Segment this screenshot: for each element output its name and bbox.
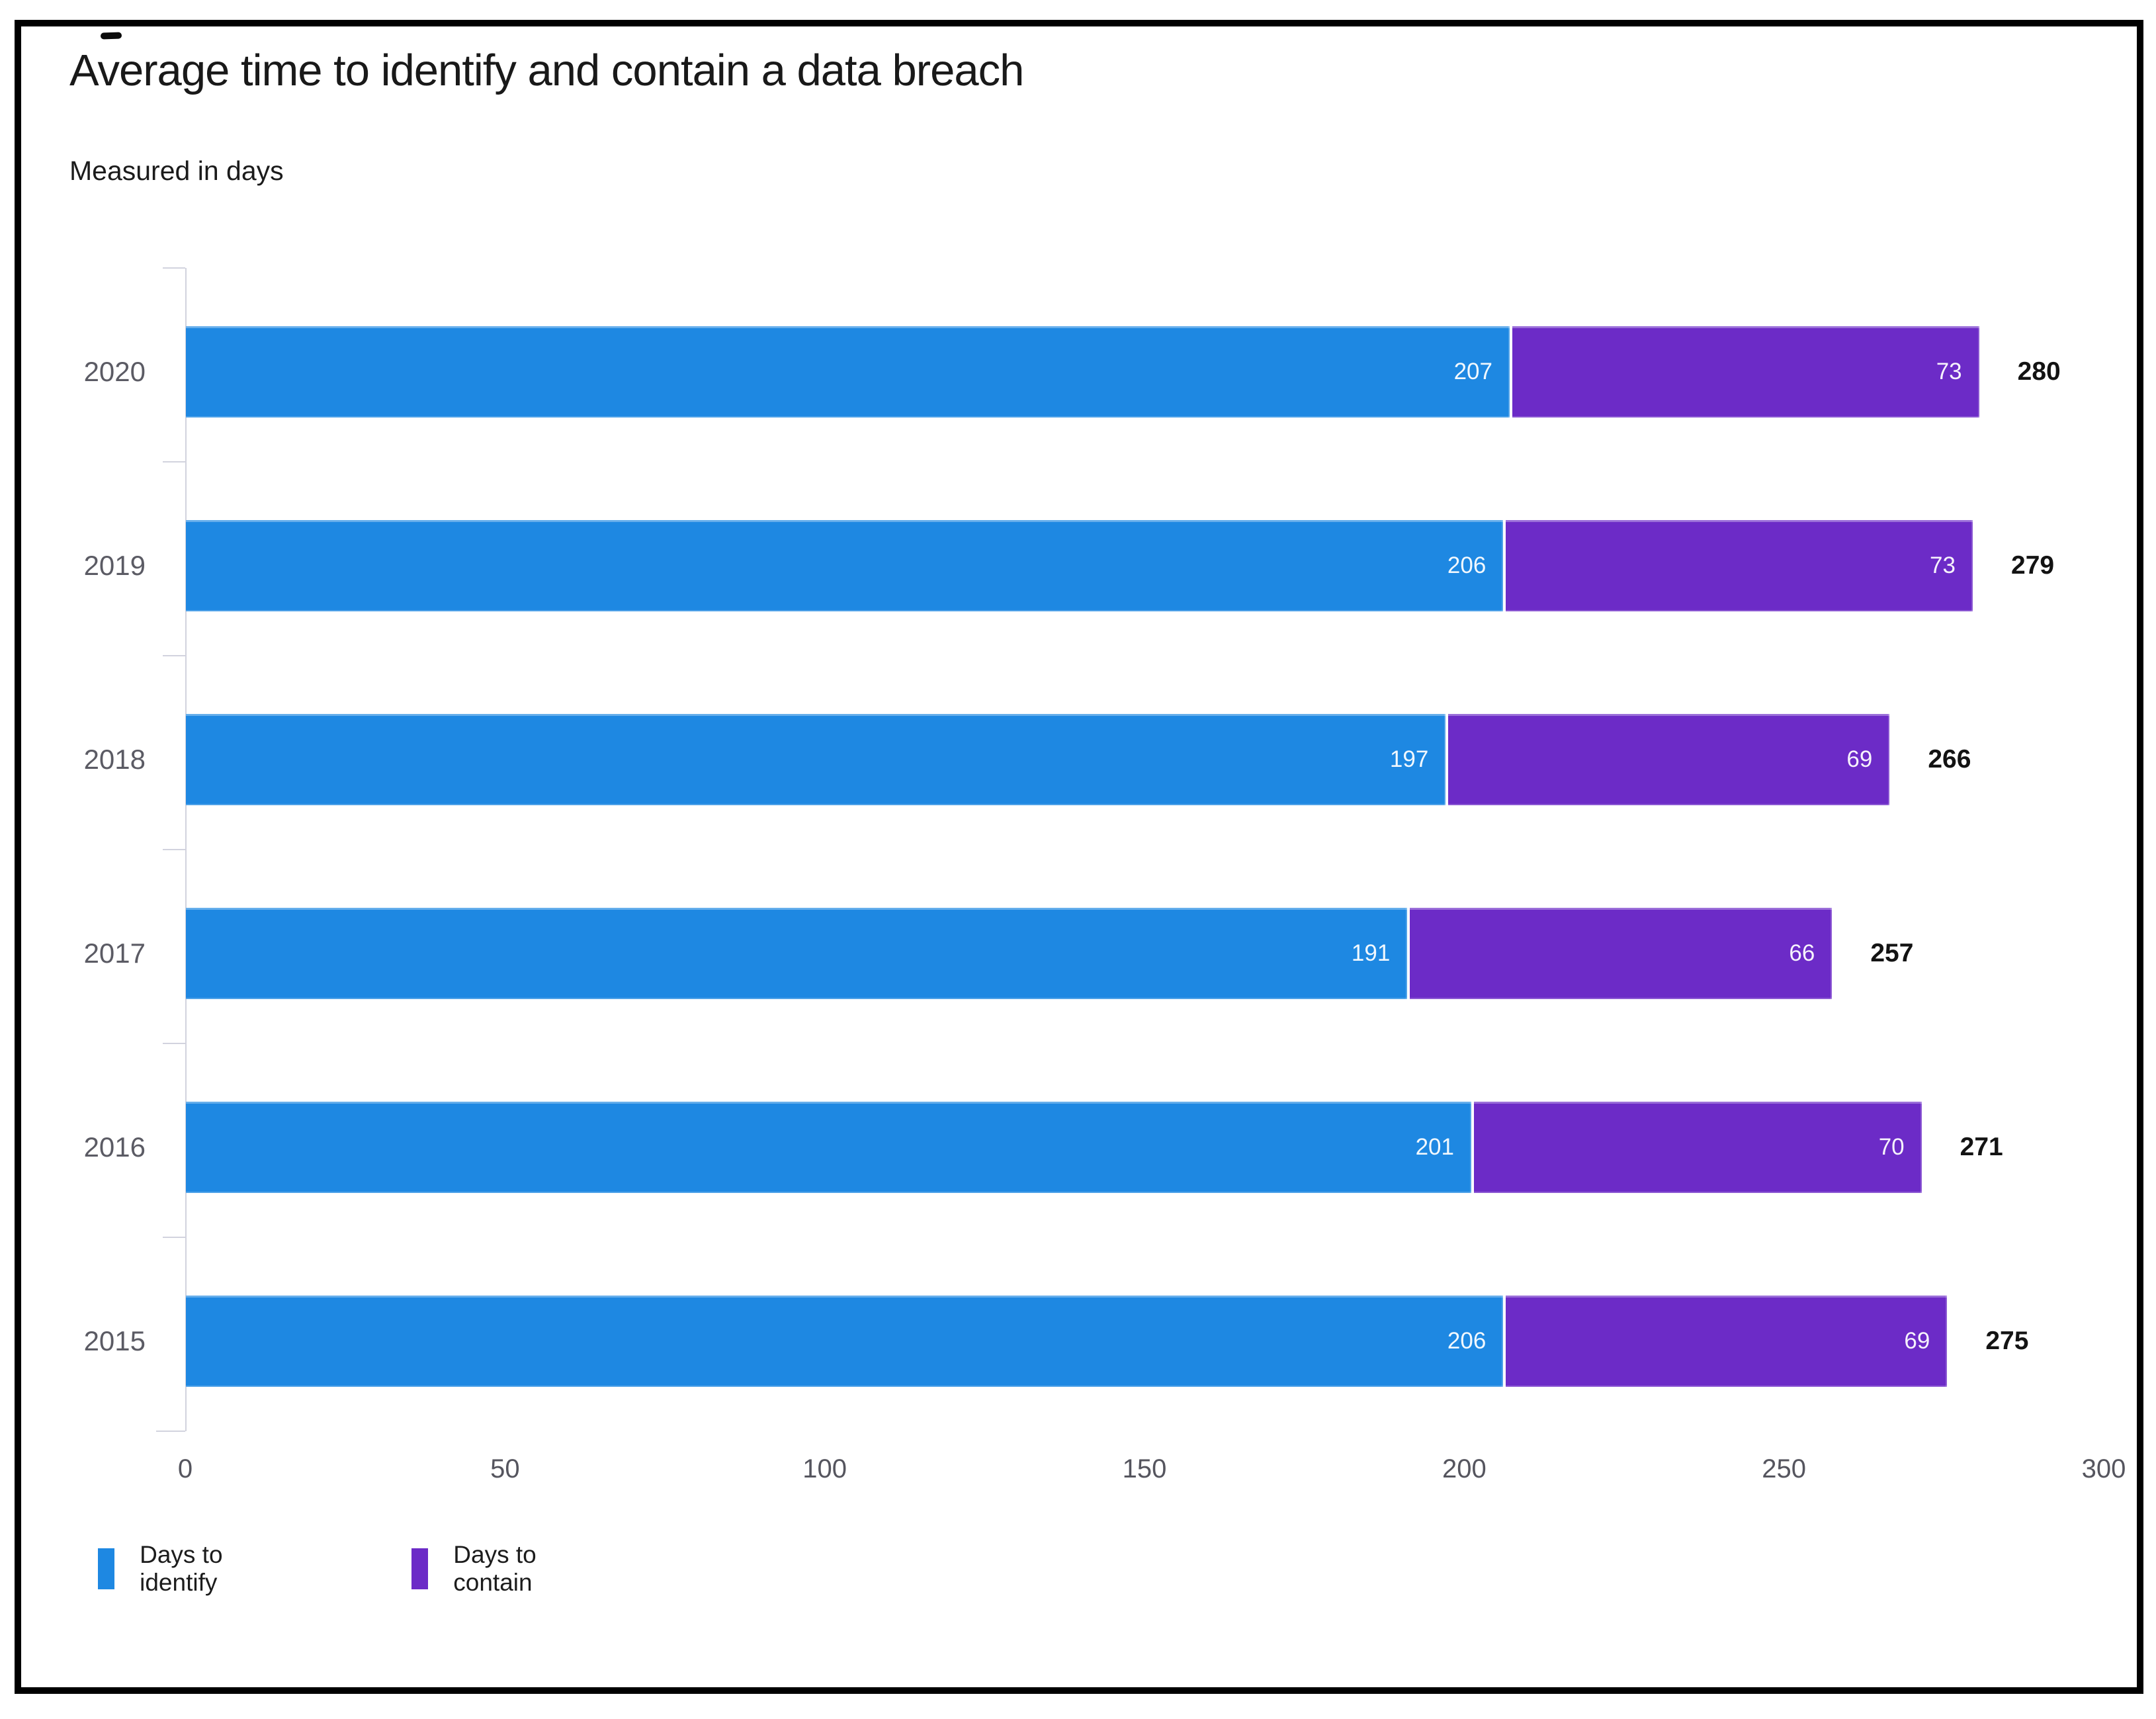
bar-value-label: 206 [1447,1328,1487,1354]
bar-segment-days-to-contain: 66 [1410,908,1833,999]
x-axis-tick-label: 250 [1762,1454,1807,1483]
bar-total-label: 266 [1928,745,1971,773]
bar-segment-days-to-contain: 69 [1506,1296,1948,1387]
y-axis-tick [163,1043,185,1044]
bar-total-label: 257 [1870,939,1914,967]
x-axis-tick-label: 300 [2081,1454,2126,1483]
bar-value-label: 70 [1878,1134,1905,1160]
bar-value-label: 66 [1789,940,1815,966]
legend-label-contain: Days to contain [453,1541,537,1596]
bar-segment-days-to-identify: 197 [186,714,1446,805]
legend-swatch-identify [98,1548,115,1589]
y-axis-tick [156,1431,185,1432]
legend-item-days-to-contain: Days to contain [411,1541,546,1596]
x-axis-tick-label: 200 [1442,1454,1487,1483]
bar-total-label: 280 [2017,357,2061,386]
y-axis-line [185,268,187,1431]
bar-segment-days-to-identify: 191 [186,908,1408,999]
y-axis-category-label: 2016 [83,1131,146,1163]
legend-swatch-contain [411,1548,429,1589]
figure-frame [15,20,2143,1694]
bar-value-label: 191 [1351,940,1391,966]
y-axis-category-label: 2020 [83,356,146,387]
bar-value-label: 201 [1415,1134,1454,1160]
bar-segment-days-to-contain: 69 [1448,714,1890,805]
cropped-mark [100,32,122,40]
x-axis-tick-label: 150 [1122,1454,1167,1483]
bar-segment-days-to-identify: 206 [186,1296,1504,1387]
y-axis-category-label: 2018 [83,744,146,775]
bar-value-label: 206 [1447,552,1487,578]
chart-subtitle: Measured in days [69,155,284,186]
bar-segment-days-to-contain: 70 [1474,1102,1922,1193]
bar-value-label: 69 [1904,1328,1930,1354]
bar-segment-days-to-identify: 207 [186,326,1510,418]
y-axis-tick [163,849,185,850]
bar-total-label: 271 [1960,1133,2003,1161]
legend-label-identify: Days to identify [140,1541,223,1596]
bar-segment-days-to-contain: 73 [1512,326,1979,418]
chart-title: Average time to identify and contain a d… [69,46,1024,95]
y-axis-category-label: 2017 [83,938,146,969]
y-axis-category-label: 2019 [83,550,146,581]
bar-value-label: 197 [1389,746,1429,772]
bar-value-label: 207 [1453,359,1492,384]
bar-value-label: 73 [1930,552,1956,578]
x-axis-tick-label: 100 [802,1454,847,1483]
bar-total-label: 275 [1985,1327,2029,1355]
y-axis-tick [163,655,185,656]
bar-value-label: 69 [1846,746,1873,772]
y-axis-tick [163,1237,185,1238]
bar-total-label: 279 [2011,551,2055,580]
x-axis-tick-label: 50 [490,1454,520,1483]
x-axis-tick-label: 0 [177,1454,193,1483]
bar-value-label: 73 [1936,359,1962,384]
bar-segment-days-to-identify: 201 [186,1102,1471,1193]
legend-item-days-to-identify: Days to identify [98,1541,231,1596]
y-axis-tick [163,267,185,269]
bar-segment-days-to-identify: 206 [186,520,1504,611]
bar-segment-days-to-contain: 73 [1506,520,1973,611]
y-axis-tick [163,461,185,463]
y-axis-category-label: 2015 [83,1325,146,1356]
